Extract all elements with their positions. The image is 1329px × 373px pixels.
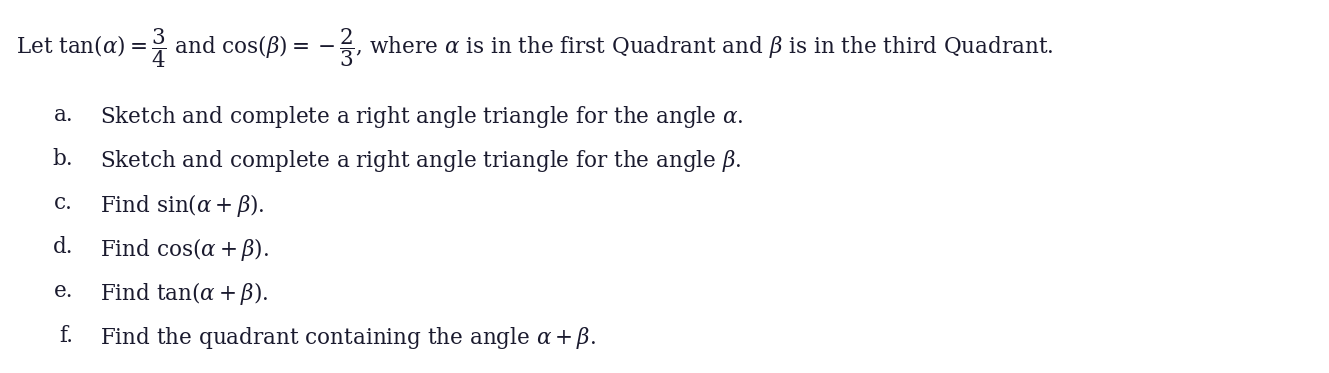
Text: Find $\sin(\alpha + \beta)$.: Find $\sin(\alpha + \beta)$. (100, 192, 264, 219)
Text: Sketch and complete a right angle triangle for the angle $\alpha$.: Sketch and complete a right angle triang… (100, 104, 743, 131)
Text: f.: f. (58, 325, 73, 347)
Text: d.: d. (53, 236, 73, 258)
Text: Find $\tan(\alpha + \beta)$.: Find $\tan(\alpha + \beta)$. (100, 280, 268, 307)
Text: Find the quadrant containing the angle $\alpha + \beta$.: Find the quadrant containing the angle $… (100, 325, 595, 351)
Text: a.: a. (53, 104, 73, 126)
Text: b.: b. (52, 148, 73, 170)
Text: Let $\mathrm{tan}(\alpha) = \dfrac{3}{4}$ and $\mathrm{cos}(\beta) = -\dfrac{2}{: Let $\mathrm{tan}(\alpha) = \dfrac{3}{4}… (16, 26, 1054, 70)
Text: Sketch and complete a right angle triangle for the angle $\beta$.: Sketch and complete a right angle triang… (100, 148, 742, 175)
Text: c.: c. (54, 192, 73, 214)
Text: e.: e. (53, 280, 73, 303)
Text: Find $\cos(\alpha + \beta)$.: Find $\cos(\alpha + \beta)$. (100, 236, 268, 263)
